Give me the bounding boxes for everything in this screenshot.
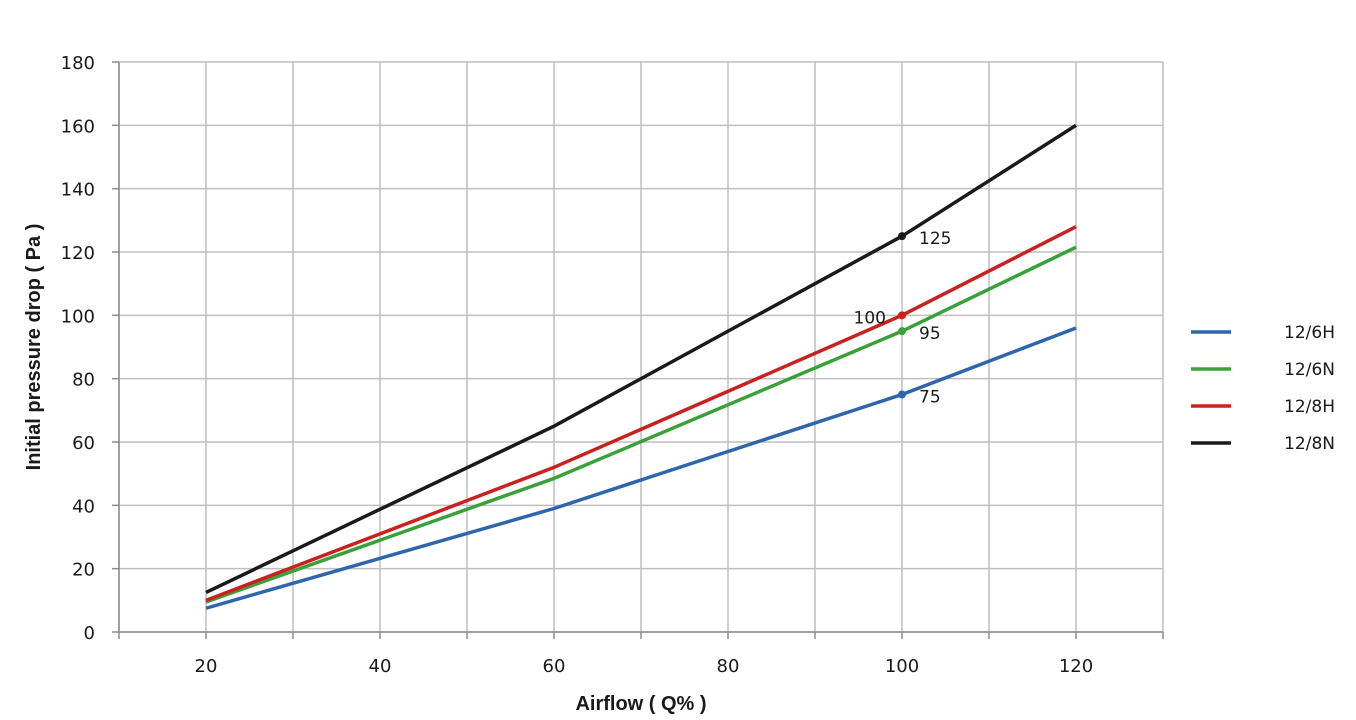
data-point-marker: [898, 232, 906, 241]
data-label: 125: [919, 229, 951, 249]
legend-label: 12/6H: [1284, 323, 1335, 343]
grid: [118, 61, 1164, 633]
series-line-12-6n: [205, 245, 1077, 604]
series-line-12-6h: [205, 326, 1077, 610]
y-tick-label: 140: [61, 180, 95, 201]
data-label: 100: [854, 308, 886, 328]
x-tick-label: 120: [1059, 656, 1093, 677]
y-tick-label: 60: [72, 433, 95, 454]
x-tick-label: 40: [369, 656, 392, 677]
series-lines: [205, 123, 1077, 610]
data-point-marker: [898, 327, 906, 336]
tick-labels: 0 20 40 60 80 100 120 140 160 180 20 40 60 80 100 120: [61, 53, 1094, 677]
legend-label: 12/8N: [1284, 434, 1335, 454]
x-axis-title: Airflow ( Q% ): [575, 693, 706, 715]
data-label: 95: [919, 324, 941, 344]
y-tick-label: 80: [72, 370, 95, 391]
x-tick-label: 80: [717, 656, 740, 677]
legend-label: 12/8H: [1284, 397, 1335, 417]
data-labels: 125 100 95 75: [854, 229, 952, 407]
x-tick-label: 20: [195, 656, 218, 677]
axes: [112, 61, 1164, 639]
y-tick-label: 0: [84, 623, 95, 644]
y-axis-title: Initial pressure drop ( Pa ): [23, 224, 45, 471]
data-point-marker: [898, 311, 906, 320]
series-line-12-8h: [205, 225, 1077, 602]
y-tick-label: 20: [72, 560, 95, 581]
y-tick-label: 100: [61, 306, 95, 327]
x-tick-label: 60: [543, 656, 566, 677]
y-tick-label: 160: [61, 116, 95, 137]
y-tick-label: 180: [61, 53, 95, 74]
x-tick-label: 100: [885, 656, 919, 677]
legend-label: 12/6N: [1284, 360, 1335, 380]
y-tick-label: 40: [72, 496, 95, 517]
legend: 12/6H 12/6N 12/8H 12/8N: [1191, 323, 1335, 454]
data-point-marker: [898, 390, 906, 399]
series-line-12-8n: [205, 123, 1077, 594]
y-tick-label: 120: [61, 243, 95, 264]
data-label: 75: [919, 388, 941, 408]
